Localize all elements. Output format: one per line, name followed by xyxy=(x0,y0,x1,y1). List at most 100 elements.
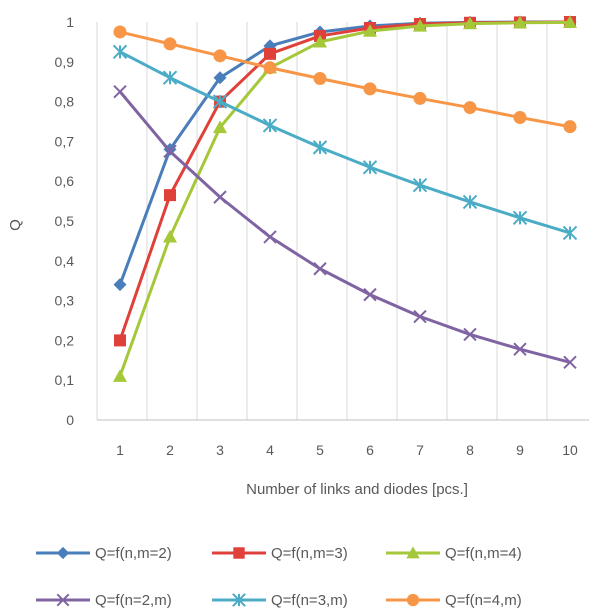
data-point xyxy=(413,309,427,324)
data-point xyxy=(163,229,177,243)
legend-label: Q=f(n=4,m) xyxy=(445,592,522,609)
data-point xyxy=(163,144,177,159)
data-point xyxy=(313,72,327,86)
y-tick-label: 0,7 xyxy=(55,133,75,149)
y-tick-label: 0 xyxy=(66,412,74,428)
x-tick-label: 5 xyxy=(316,442,324,458)
series-line xyxy=(118,20,571,341)
data-point xyxy=(413,91,427,105)
legend-item: Q=f(n=3,m) xyxy=(212,592,348,609)
data-point xyxy=(113,25,127,39)
data-point xyxy=(262,118,278,133)
legend-marker xyxy=(406,593,420,607)
legend-label: Q=f(n=3,m) xyxy=(271,592,348,609)
y-axis-title: Q xyxy=(7,219,24,231)
legend-marker xyxy=(56,546,70,560)
data-point xyxy=(163,37,177,51)
data-point xyxy=(463,16,477,30)
series-3 xyxy=(113,15,577,382)
legend-item: Q=f(n=2,m) xyxy=(36,592,172,609)
data-point xyxy=(513,15,527,29)
data-point xyxy=(213,120,227,134)
legend-label: Q=f(n=2,m) xyxy=(95,592,172,609)
data-point xyxy=(113,369,127,382)
series-line xyxy=(118,20,571,377)
series-layer xyxy=(112,15,578,382)
data-point xyxy=(563,120,577,134)
data-point xyxy=(213,190,227,204)
data-point xyxy=(313,262,327,276)
series-4 xyxy=(113,84,577,369)
y-tick-label: 0,6 xyxy=(55,173,75,189)
data-point xyxy=(462,194,478,210)
series-2 xyxy=(114,16,576,347)
data-point xyxy=(113,278,127,292)
y-tick-label: 0,4 xyxy=(55,253,75,269)
legend-item: Q=f(n,m=3) xyxy=(212,545,348,562)
legend-label: Q=f(n,m=4) xyxy=(445,545,522,562)
x-axis-ticks: 1 2 3 4 5 6 7 8 9 10 xyxy=(116,442,578,458)
x-tick-label: 6 xyxy=(366,442,374,458)
data-point xyxy=(363,24,377,37)
x-tick-label: 9 xyxy=(516,442,524,458)
data-point xyxy=(312,140,328,155)
legend-marker xyxy=(233,547,245,559)
x-tick-label: 2 xyxy=(166,442,174,458)
legend-item: Q=f(n,m=2) xyxy=(36,545,172,562)
data-point xyxy=(164,189,176,202)
y-tick-label: 0,8 xyxy=(55,94,75,110)
y-tick-label: 0,9 xyxy=(55,54,75,70)
y-tick-label: 0,5 xyxy=(55,213,75,229)
x-tick-label: 3 xyxy=(216,442,224,458)
data-point xyxy=(313,34,327,48)
series-6 xyxy=(113,25,577,134)
data-point xyxy=(113,84,127,99)
data-point xyxy=(112,44,128,60)
legend-item: Q=f(n=4,m) xyxy=(386,592,522,609)
x-tick-label: 7 xyxy=(416,442,424,458)
data-point xyxy=(512,210,528,226)
data-point xyxy=(562,225,578,241)
data-point xyxy=(412,177,428,193)
data-point xyxy=(162,70,178,85)
series-line xyxy=(118,90,571,364)
y-tick-label: 0,2 xyxy=(55,332,75,348)
data-point xyxy=(212,94,228,109)
data-point xyxy=(213,49,227,63)
chart-grid xyxy=(96,22,589,421)
x-tick-label: 4 xyxy=(266,442,274,458)
data-point xyxy=(513,342,527,356)
data-point xyxy=(263,61,277,75)
x-tick-label: 1 xyxy=(116,442,124,458)
data-point xyxy=(264,47,276,60)
series-line xyxy=(119,30,571,129)
y-tick-label: 0,3 xyxy=(55,293,75,309)
series-line xyxy=(119,50,571,235)
data-point xyxy=(513,111,527,125)
x-tick-label: 10 xyxy=(562,442,578,458)
data-point xyxy=(213,71,227,85)
series-1 xyxy=(113,15,577,292)
y-tick-label: 0,1 xyxy=(55,372,75,388)
legend-marker xyxy=(406,546,420,559)
data-point xyxy=(363,287,377,302)
legend-label: Q=f(n,m=3) xyxy=(271,545,348,562)
series-line xyxy=(118,20,570,286)
data-point xyxy=(463,101,477,115)
data-point xyxy=(363,82,377,96)
y-tick-label: 1 xyxy=(66,14,74,30)
data-point xyxy=(263,230,277,244)
data-point xyxy=(463,327,477,342)
data-point xyxy=(563,15,577,28)
chart-legend: Q=f(n,m=2) Q=f(n,m=3) Q=f(n,m=4) Q=f(n=2,m)… xyxy=(36,545,522,609)
x-axis-title: Number of links and diodes [pcs.] xyxy=(246,481,468,498)
y-axis-ticks: 0 0,1 0,2 0,3 0,4 0,5 0,6 0,7 0,8 0,9 1 xyxy=(55,14,75,428)
legend-label: Q=f(n,m=2) xyxy=(95,545,172,562)
series-5 xyxy=(112,44,578,241)
legend-marker xyxy=(232,593,246,607)
data-point xyxy=(563,355,577,369)
data-point xyxy=(362,160,378,175)
x-tick-label: 8 xyxy=(466,442,474,458)
data-point xyxy=(114,334,126,347)
